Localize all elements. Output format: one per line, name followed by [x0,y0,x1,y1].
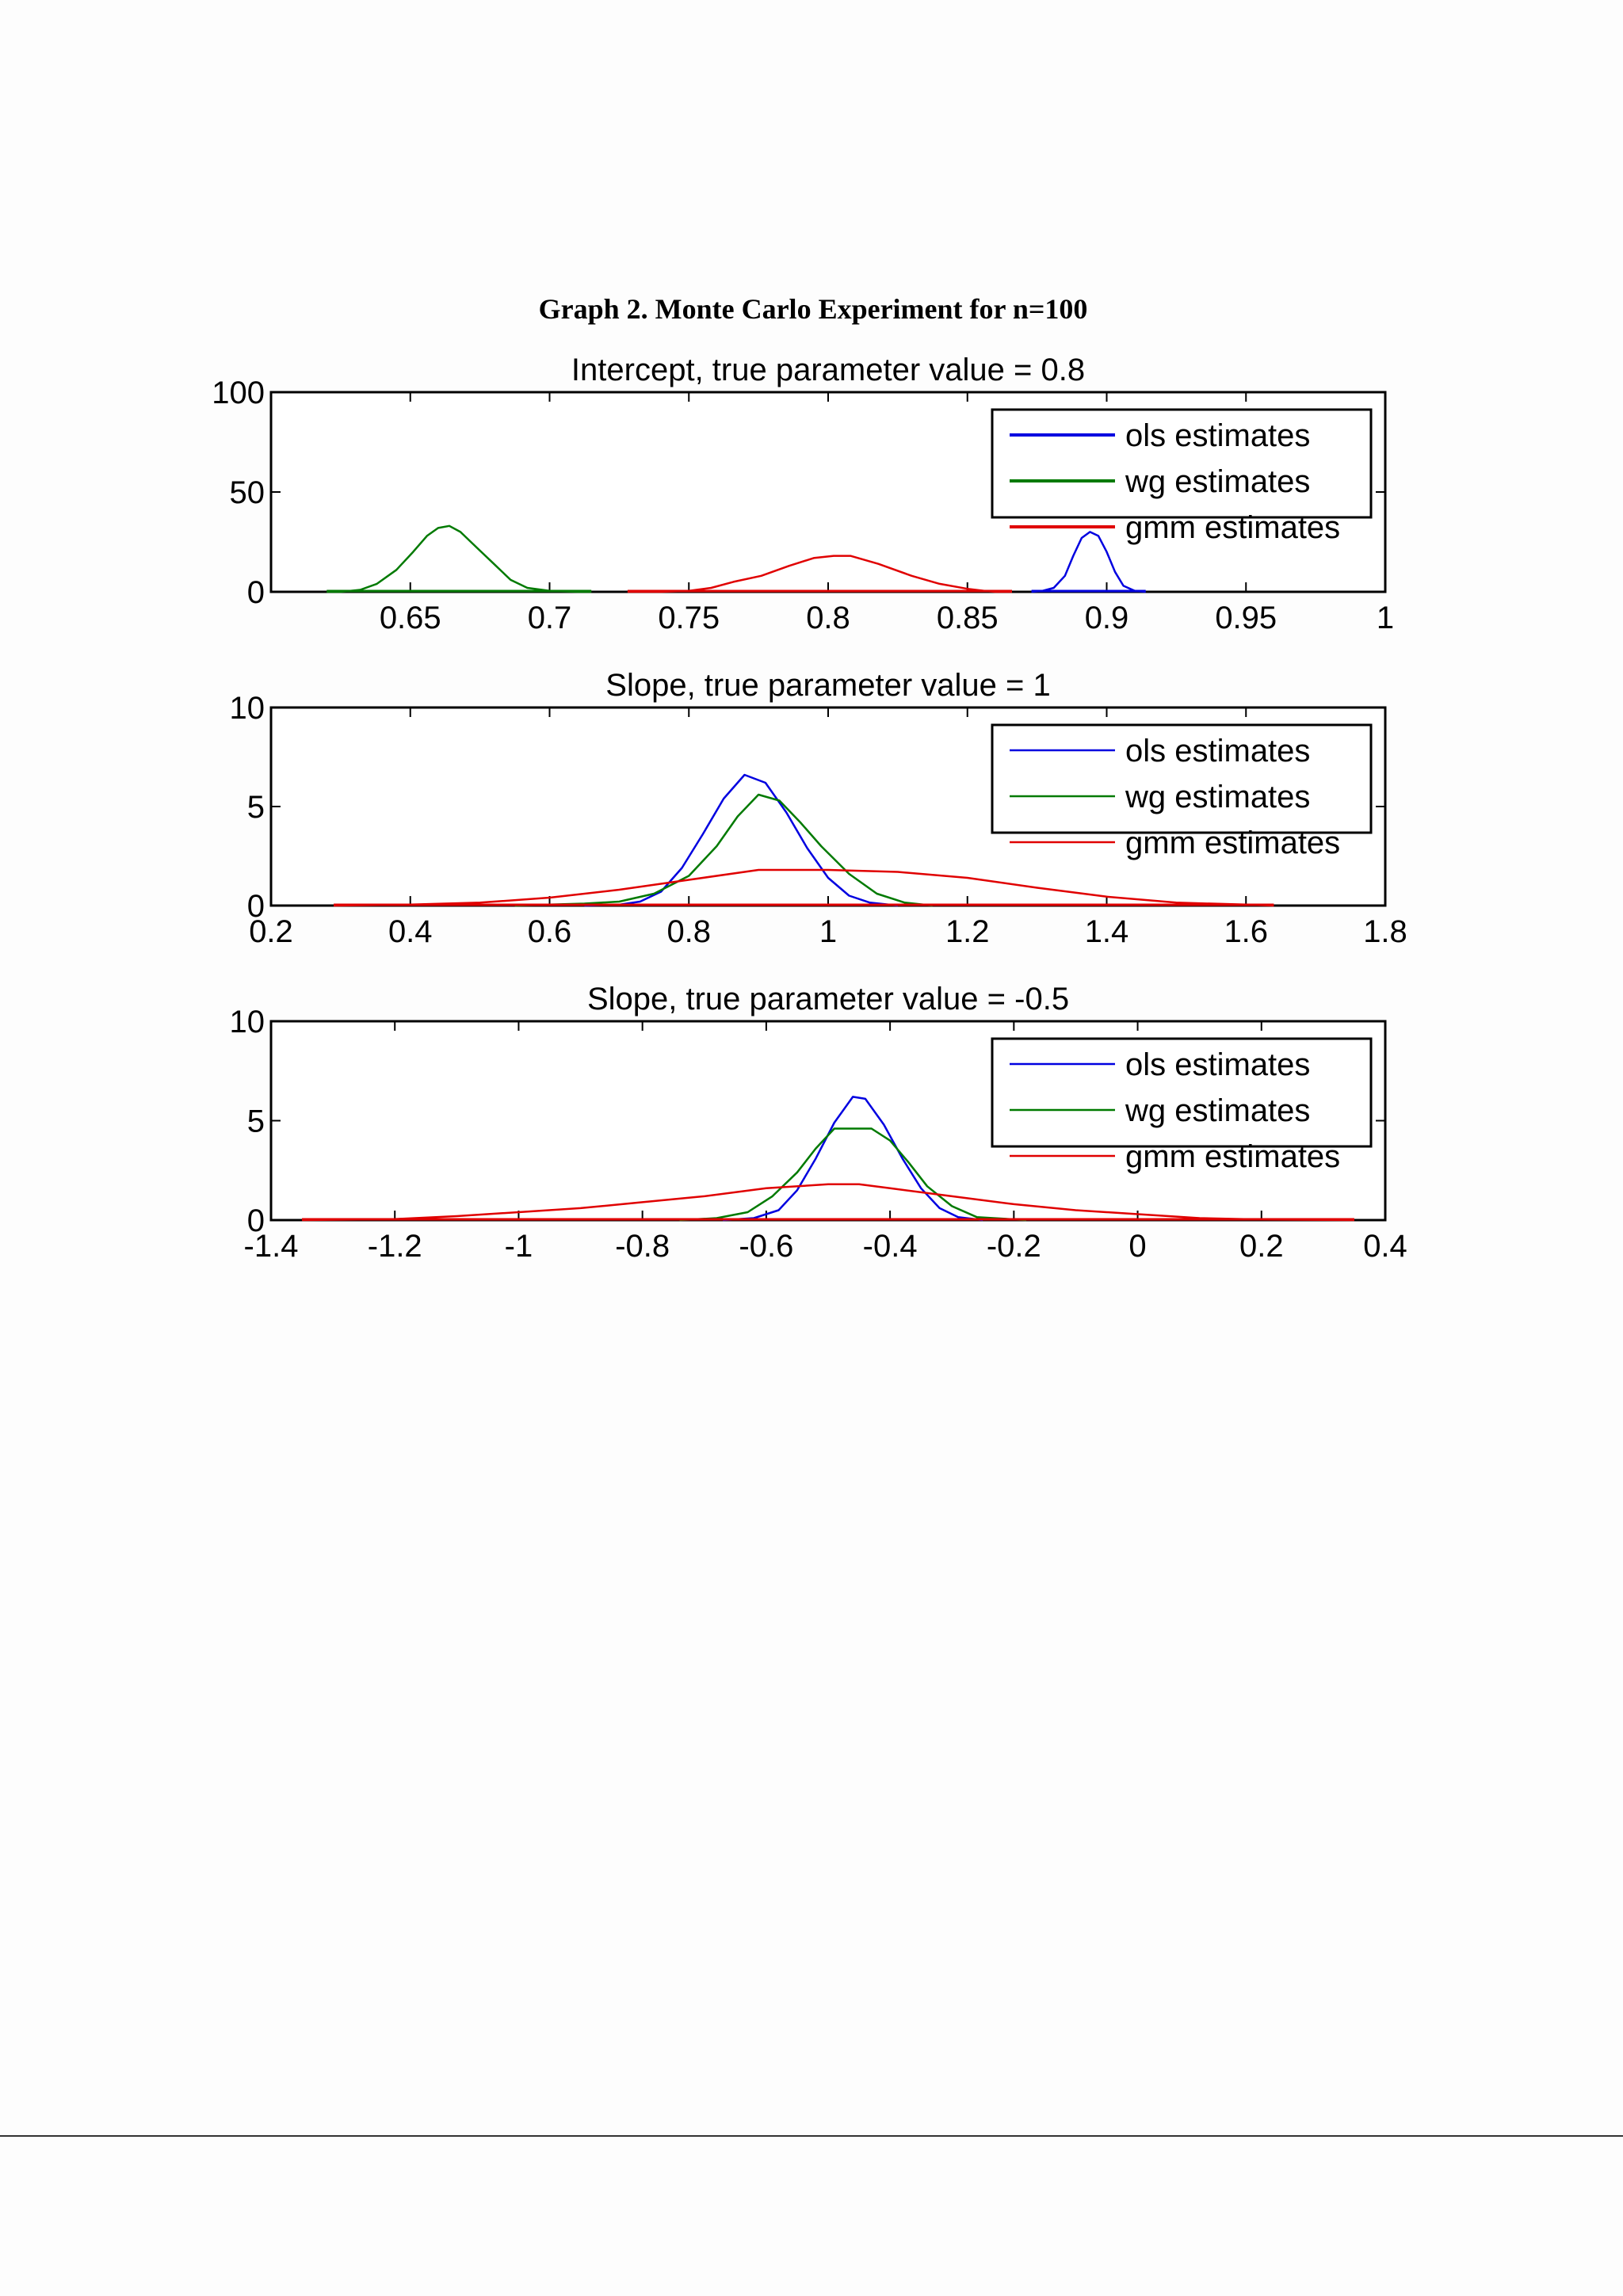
x-tick-label: -0.2 [987,1229,1041,1264]
x-tick-label: 0.85 [937,601,999,635]
y-tick-label: 0 [247,575,265,610]
x-tick-label: -0.4 [863,1229,918,1264]
y-tick-label: 100 [212,376,265,410]
y-tick-label: 0 [247,889,265,924]
figure-title: Graph 2. Monte Carlo Experiment for n=10… [539,293,1088,325]
legend: ols estimates wg estimates gmm estimates [991,1037,1373,1174]
x-tick-label: 0.8 [666,914,711,949]
x-tick-label: -1.2 [368,1229,422,1264]
y-tick-label: 10 [230,1005,265,1039]
x-tick-label: 1.6 [1224,914,1268,949]
x-tick-label: 0.4 [388,914,433,949]
y-tick-label: 0 [247,1203,265,1238]
legend-label: ols estimates [1125,1047,1310,1082]
x-tick-label: -1.4 [244,1229,299,1264]
x-tick-label: -0.8 [615,1229,670,1264]
x-tick-label: 0.65 [380,601,441,635]
page-divider [0,2135,1623,2137]
legend-label: ols estimates [1125,734,1310,769]
x-tick-label: 0.6 [528,914,572,949]
subplot-title: Slope, true parameter value = -0.5 [587,982,1069,1016]
y-tick-label: 10 [230,691,265,726]
chart-panel-3: Slope, true parameter value = -0.5 -1.4 -1… [230,982,1407,1264]
x-tick-label: 0.2 [249,914,293,949]
series-line-gmm [334,868,1274,907]
series-line-ols [723,1096,983,1222]
legend-box [991,1037,1373,1148]
y-tick-label: 5 [247,1104,265,1139]
legend-box [991,723,1373,834]
x-tick-label: 0.4 [1363,1229,1407,1264]
series-line-wg [679,1127,1027,1222]
series-line-gmm [302,1183,1354,1222]
x-tick-label: 0.7 [528,601,572,635]
x-tick-label: -1 [505,1229,533,1264]
legend-label: wg estimates [1125,464,1310,499]
x-tick-label: 0.75 [658,601,720,635]
series-line-gmm [627,555,1012,593]
x-tick-label: 0.8 [806,601,850,635]
subplot-title: Slope, true parameter value = 1 [605,668,1050,703]
x-tick-label: 0.9 [1085,601,1129,635]
subplot-title: Intercept, true parameter value = 0.8 [571,353,1085,387]
x-tick-label: 1 [1377,601,1394,635]
series-line-ols [1031,531,1146,593]
x-tick-label: 0.95 [1215,601,1277,635]
x-tick-label: 1.2 [945,914,990,949]
x-tick-label: 1 [819,914,837,949]
legend-label: gmm estimates [1125,510,1340,545]
legend-label: ols estimates [1125,418,1310,453]
legend: ols estimates wg estimates gmm estimates [991,723,1373,860]
y-tick-label: 50 [230,475,265,510]
x-tick-label: -0.6 [739,1229,793,1264]
series-line-wg [514,793,933,907]
series-line-ols [584,773,899,907]
legend-box [991,408,1373,519]
x-tick-label: 1.4 [1085,914,1129,949]
chart-panel-1: Intercept, true parameter value = 0.8 0.6… [212,353,1394,635]
series-line-wg [327,524,592,593]
y-tick-label: 5 [247,790,265,825]
legend-label: wg estimates [1125,780,1310,814]
x-tick-label: 1.8 [1363,914,1407,949]
x-tick-label: 0.2 [1239,1229,1284,1264]
legend-label: gmm estimates [1125,1139,1340,1174]
legend-label: gmm estimates [1125,826,1340,860]
legend: ols estimates wg estimates gmm estimates [991,408,1373,545]
legend-label: wg estimates [1125,1093,1310,1128]
chart-panel-2: Slope, true parameter value = 1 0.2 0.4 0.6… [230,668,1407,949]
x-tick-label: 0 [1128,1229,1146,1264]
